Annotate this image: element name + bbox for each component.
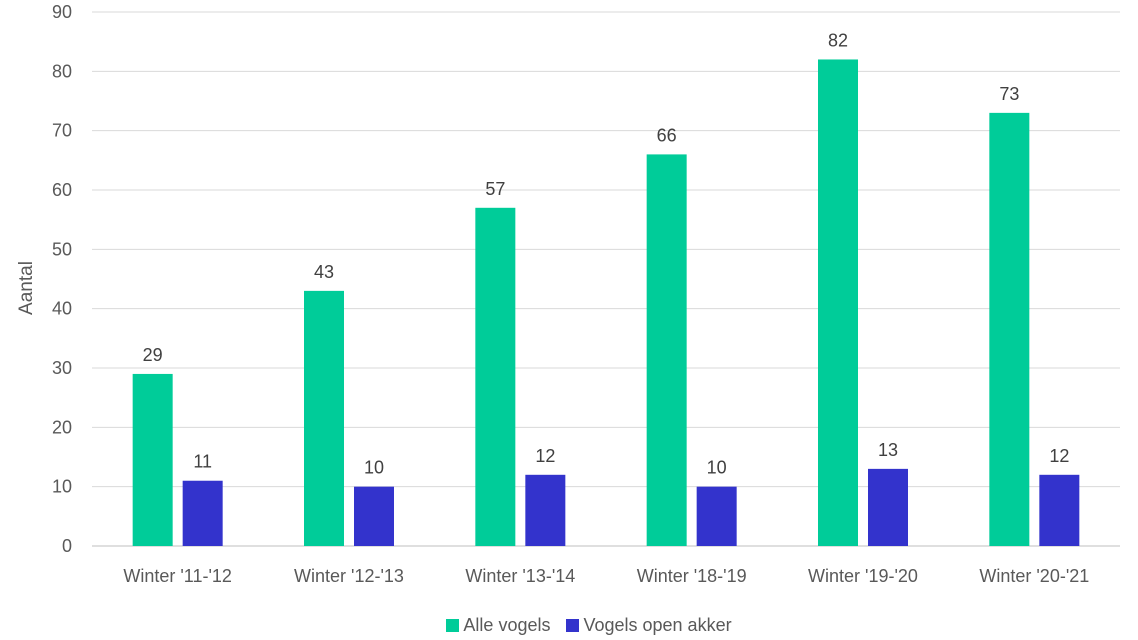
x-tick-label: Winter '20-'21 [979, 566, 1089, 586]
data-label: 12 [1049, 446, 1069, 466]
y-tick-label: 50 [52, 239, 72, 259]
data-label: 13 [878, 440, 898, 460]
data-label: 66 [657, 125, 677, 145]
bar [354, 486, 394, 546]
x-tick-label: Winter '11-'12 [123, 566, 232, 586]
x-axis-ticks: Winter '11-'12 Winter '12-'13 Winter '13-'… [123, 566, 1089, 586]
bar [646, 154, 687, 546]
y-tick-label: 80 [52, 61, 72, 81]
x-tick-label: Winter '19-'20 [808, 566, 918, 586]
data-label: 29 [143, 345, 163, 365]
bar [818, 59, 858, 546]
bar [475, 207, 516, 547]
bar [525, 474, 566, 546]
legend-item-alle-vogels: Alle vogels [446, 615, 550, 636]
y-tick-label: 40 [52, 299, 72, 319]
bar [304, 290, 344, 546]
y-axis-ticks: 0 10 20 30 40 50 60 70 80 90 [52, 2, 72, 556]
legend-label-vogels-open-akker: Vogels open akker [583, 614, 732, 635]
bar [132, 373, 173, 546]
y-tick-label: 60 [52, 180, 72, 200]
data-label: 43 [314, 262, 334, 282]
bars [132, 59, 1080, 547]
y-tick-label: 10 [52, 477, 72, 497]
legend: Alle vogels Vogels open akker [0, 613, 1138, 637]
y-tick-label: 20 [52, 417, 72, 437]
data-label: 10 [364, 458, 384, 478]
bar [989, 112, 1030, 546]
y-tick-label: 70 [52, 121, 72, 141]
data-label: 57 [485, 179, 505, 199]
y-tick-label: 30 [52, 358, 72, 378]
data-label: 82 [828, 30, 848, 50]
x-tick-label: Winter '13-'14 [465, 566, 575, 586]
data-label: 11 [193, 452, 212, 472]
bar [696, 486, 737, 546]
legend-swatch-vogels-open-akker [566, 618, 580, 632]
data-labels: 29 11 43 10 57 12 66 10 82 13 73 12 [143, 30, 1070, 477]
y-tick-label: 0 [62, 536, 72, 556]
y-axis-label: Aantal [16, 261, 37, 315]
legend-label-alle-vogels: Alle vogels [463, 614, 551, 635]
x-tick-label: Winter '12-'13 [294, 566, 404, 586]
data-label: 12 [535, 446, 555, 466]
bar [1039, 474, 1080, 546]
y-tick-label: 90 [52, 2, 72, 22]
data-label: 10 [707, 458, 727, 478]
bar [868, 468, 908, 546]
legend-item-vogels-open-akker: Vogels open akker [566, 614, 732, 636]
data-label: 73 [999, 84, 1019, 104]
legend-swatch-alle-vogels [446, 618, 460, 632]
gridlines [92, 11, 1120, 547]
x-tick-label: Winter '18-'19 [637, 566, 747, 586]
bar [182, 480, 223, 546]
bar-chart: 0 10 20 30 40 50 60 70 80 90 29 11 43 10 57 12 66 10 82 13… [16, 2, 1120, 586]
